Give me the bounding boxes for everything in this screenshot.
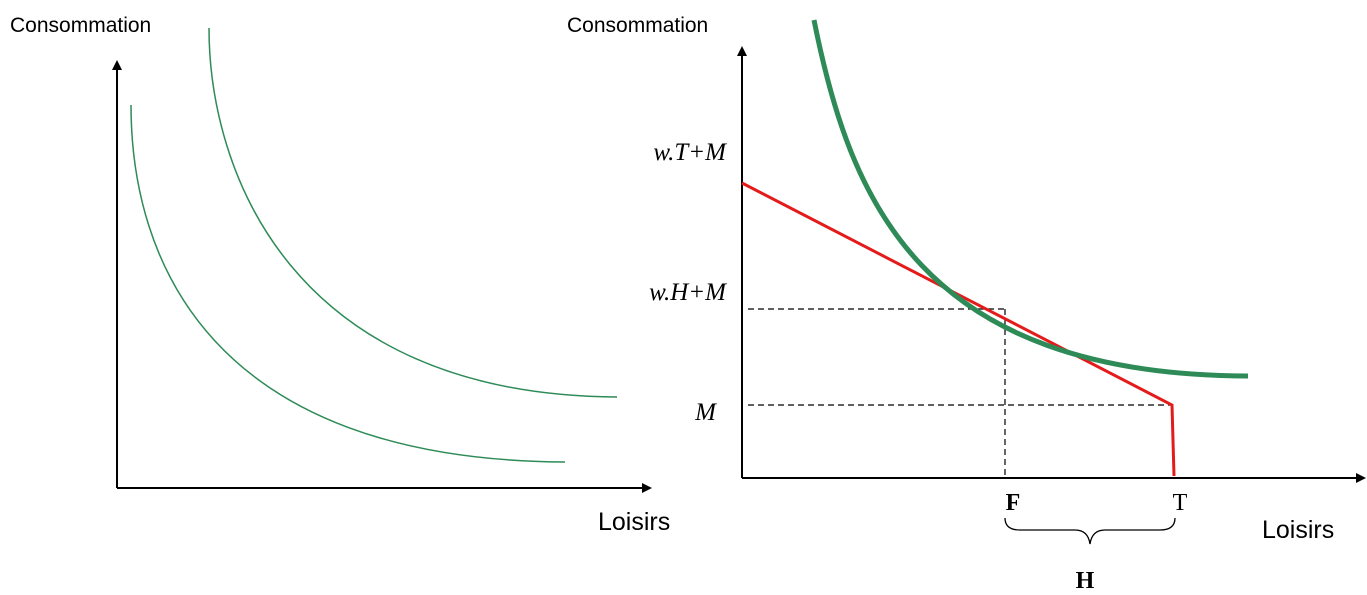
right-indifference-curve: [811, 19, 1249, 379]
label-F: F: [1006, 490, 1021, 516]
left-y-axis-label: Consommation: [10, 14, 151, 37]
label-wH-plus-M: w.H+M: [649, 279, 727, 306]
label-wT-plus-M: w.T+M: [653, 139, 727, 166]
budget-constraint: [741, 181, 1176, 477]
right-x-axis-label: Loisirs: [1262, 516, 1334, 544]
left-indifference-curve-lower: [130, 104, 566, 463]
label-T: T: [1173, 490, 1188, 516]
label-H: H: [1076, 568, 1095, 594]
right-graph: w.T+M w.H+M M F T H Consommation Loisirs: [567, 14, 1366, 594]
label-M: M: [694, 399, 717, 426]
brace-H: [1004, 517, 1176, 545]
left-graph: Consommation Loisirs: [10, 14, 670, 536]
left-x-axis-label: Loisirs: [598, 508, 670, 536]
right-y-axis-label: Consommation: [567, 14, 708, 37]
left-indifference-curve-upper: [208, 27, 618, 398]
